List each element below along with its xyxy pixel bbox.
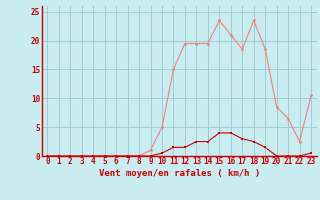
X-axis label: Vent moyen/en rafales ( km/h ): Vent moyen/en rafales ( km/h ) [99, 169, 260, 178]
